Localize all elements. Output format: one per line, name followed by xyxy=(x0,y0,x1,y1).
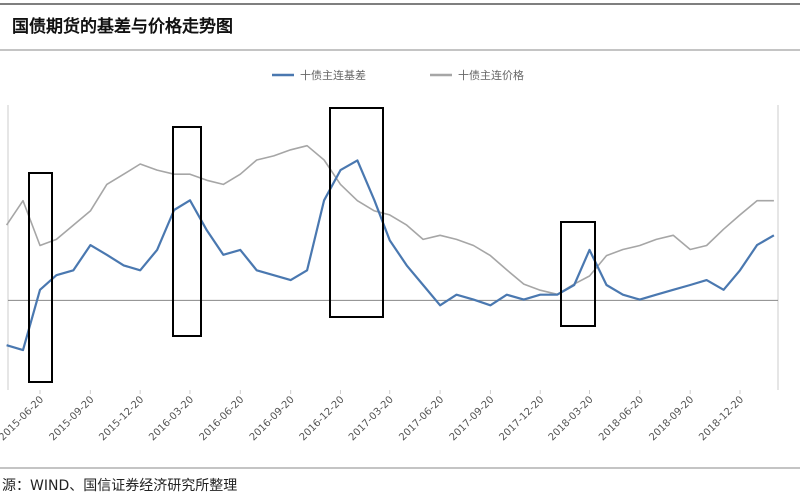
series-line xyxy=(6,159,775,352)
x-tick-label: 2016-06-20 xyxy=(198,394,247,443)
x-tick-label: 2015-12-20 xyxy=(97,394,146,443)
highlight-box xyxy=(329,107,384,318)
highlight-box xyxy=(28,172,53,383)
x-tick-label: 2017-06-20 xyxy=(397,394,446,443)
plot: 2015-06-20 2015-09-20 2015-12-20 2016-03-20… xyxy=(0,68,778,443)
x-tick-label: 2018-12-20 xyxy=(697,394,746,443)
series-line xyxy=(5,144,774,296)
x-tick-label: 2017-03-20 xyxy=(347,394,396,443)
highlight-boxes xyxy=(28,107,596,383)
x-tick-label: 2018-09-20 xyxy=(647,394,696,443)
x-tick-label: 2015-06-20 xyxy=(0,394,46,443)
legend-label: 十债主连基差 xyxy=(300,68,366,82)
legend-label: 十债主连价格 xyxy=(458,68,524,82)
x-tick-label: 2016-03-20 xyxy=(147,394,196,443)
x-tick-label: 2015-09-20 xyxy=(48,394,97,443)
x-tick-label: 2018-06-20 xyxy=(597,394,646,443)
x-tick-label: 2016-12-20 xyxy=(298,394,347,443)
source: 源：WIND、国信证券经济研究所整理 xyxy=(2,478,237,494)
x-tick-label: 2017-09-20 xyxy=(448,394,497,443)
x-tick-label: 2018-03-20 xyxy=(547,394,596,443)
chart-title: 国债期货的基差与价格走势图 xyxy=(12,16,233,37)
x-tick-label: 2016-09-20 xyxy=(248,394,297,443)
highlight-box xyxy=(172,126,202,337)
highlight-box xyxy=(560,221,596,327)
x-tick-label: 2017-12-20 xyxy=(497,394,546,443)
